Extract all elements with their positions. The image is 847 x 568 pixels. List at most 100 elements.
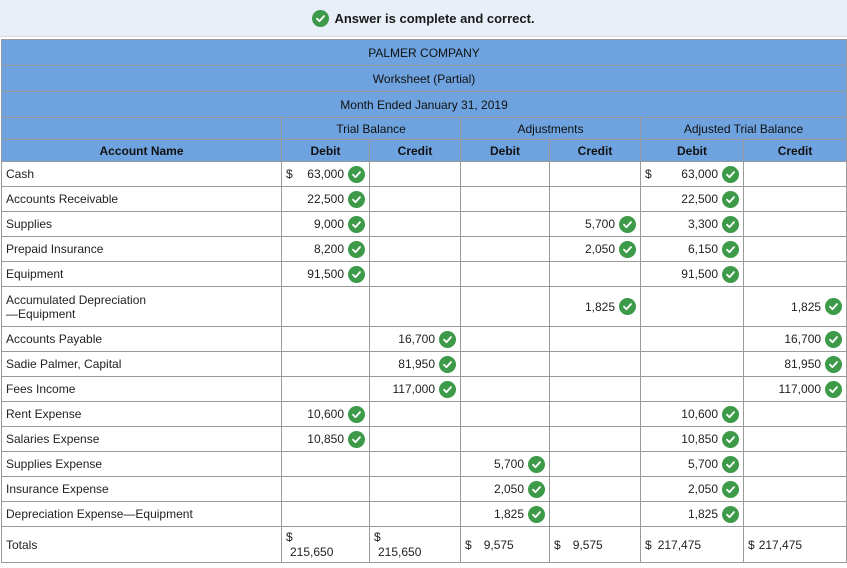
tb-credit-cell[interactable] <box>369 426 461 452</box>
adj-debit-cell[interactable]: 2,050 <box>460 476 550 502</box>
adj-debit-cell[interactable] <box>460 351 550 377</box>
tb-debit-cell[interactable] <box>281 326 370 352</box>
adj-credit-header: Credit <box>549 139 641 162</box>
tb-debit-total-cell[interactable]: $215,650 <box>281 526 370 563</box>
tb-credit-cell[interactable] <box>369 401 461 427</box>
tb-credit-cell[interactable] <box>369 161 461 187</box>
atb-credit-cell[interactable]: 117,000 <box>742 376 847 402</box>
adj-credit-cell[interactable] <box>549 351 641 377</box>
table-row: Prepaid Insurance 8,200 2,050 6,150 <box>1 236 847 262</box>
tb-debit-cell[interactable]: 9,000 <box>281 211 370 237</box>
atb-debit-cell[interactable]: 1,825 <box>640 501 744 527</box>
tb-credit-cell[interactable]: 81,950 <box>369 351 461 377</box>
tb-debit-cell[interactable] <box>281 476 370 502</box>
adj-credit-cell[interactable] <box>549 161 641 187</box>
tb-debit-cell[interactable] <box>281 451 370 477</box>
tb-debit-cell[interactable] <box>281 286 370 327</box>
atb-credit-cell[interactable] <box>742 186 847 212</box>
atb-debit-cell[interactable]: 22,500 <box>640 186 744 212</box>
atb-credit-cell[interactable] <box>742 261 847 287</box>
amount: 91,500 <box>681 267 718 281</box>
adj-debit-cell[interactable] <box>460 186 550 212</box>
atb-credit-cell[interactable] <box>742 451 847 477</box>
atb-debit-cell[interactable]: 3,300 <box>640 211 744 237</box>
tb-debit-cell[interactable]: 10,600 <box>281 401 370 427</box>
atb-credit-cell[interactable]: 81,950 <box>742 351 847 377</box>
tb-credit-cell[interactable] <box>369 476 461 502</box>
adj-debit-cell[interactable]: 5,700 <box>460 451 550 477</box>
adj-debit-total-cell[interactable]: $9,575 <box>460 526 550 563</box>
atb-debit-cell[interactable]: 2,050 <box>640 476 744 502</box>
account-name: Supplies <box>1 211 282 237</box>
tb-debit-cell[interactable]: 8,200 <box>281 236 370 262</box>
atb-debit-cell[interactable] <box>640 326 744 352</box>
atb-credit-cell[interactable] <box>742 236 847 262</box>
adj-credit-cell[interactable] <box>549 186 641 212</box>
tb-debit-cell[interactable]: $63,000 <box>281 161 370 187</box>
adj-credit-total-cell[interactable]: $9,575 <box>549 526 641 563</box>
adj-credit-cell[interactable] <box>549 501 641 527</box>
adj-credit-cell[interactable]: 1,825 <box>549 286 641 327</box>
tb-credit-cell[interactable] <box>369 286 461 327</box>
tb-credit-cell[interactable] <box>369 261 461 287</box>
adj-credit-cell[interactable] <box>549 326 641 352</box>
adj-debit-cell[interactable] <box>460 286 550 327</box>
adj-credit-cell[interactable] <box>549 476 641 502</box>
atb-credit-cell[interactable]: 1,825 <box>742 286 847 327</box>
adj-credit-cell[interactable] <box>549 426 641 452</box>
adj-credit-cell[interactable]: 2,050 <box>549 236 641 262</box>
tb-credit-cell[interactable] <box>369 236 461 262</box>
adj-debit-cell[interactable] <box>460 161 550 187</box>
account-name: Sadie Palmer, Capital <box>1 351 282 377</box>
adj-debit-cell[interactable] <box>460 326 550 352</box>
atb-debit-cell[interactable]: 91,500 <box>640 261 744 287</box>
check-circle-icon <box>619 240 636 258</box>
atb-credit-cell[interactable] <box>742 476 847 502</box>
atb-debit-cell[interactable]: $63,000 <box>640 161 744 187</box>
tb-credit-cell[interactable] <box>369 186 461 212</box>
atb-debit-total-cell[interactable]: $217,475 <box>640 526 744 563</box>
atb-debit-cell[interactable] <box>640 351 744 377</box>
tb-debit-cell[interactable] <box>281 376 370 402</box>
adj-credit-cell[interactable] <box>549 261 641 287</box>
atb-debit-cell[interactable] <box>640 286 744 327</box>
adj-credit-cell[interactable] <box>549 376 641 402</box>
tb-credit-cell[interactable] <box>369 451 461 477</box>
tb-credit-total: 215,650 <box>378 545 422 559</box>
adj-debit-cell[interactable] <box>460 426 550 452</box>
atb-credit-cell[interactable] <box>742 211 847 237</box>
atb-credit-total-cell[interactable]: $217,475 <box>742 526 847 563</box>
atb-debit-cell[interactable]: 10,600 <box>640 401 744 427</box>
tb-credit-total-cell[interactable]: $215,650 <box>369 526 461 563</box>
atb-credit-cell[interactable] <box>742 426 847 452</box>
atb-debit-cell[interactable] <box>640 376 744 402</box>
tb-credit-cell[interactable] <box>369 501 461 527</box>
adj-debit-cell[interactable] <box>460 261 550 287</box>
adj-credit-cell[interactable]: 5,700 <box>549 211 641 237</box>
dollar-sign: $ <box>465 537 472 552</box>
adj-debit-cell[interactable] <box>460 236 550 262</box>
tb-debit-cell[interactable] <box>281 351 370 377</box>
adj-debit-cell[interactable]: 1,825 <box>460 501 550 527</box>
tb-debit-cell[interactable]: 22,500 <box>281 186 370 212</box>
adj-debit-cell[interactable] <box>460 376 550 402</box>
adj-credit-cell[interactable] <box>549 451 641 477</box>
tb-credit-cell[interactable]: 117,000 <box>369 376 461 402</box>
tb-credit-cell[interactable] <box>369 211 461 237</box>
check-circle-icon <box>825 298 843 315</box>
atb-credit-cell[interactable] <box>742 401 847 427</box>
atb-debit-cell[interactable]: 5,700 <box>640 451 744 477</box>
atb-credit-cell[interactable] <box>742 501 847 527</box>
atb-debit-cell[interactable]: 6,150 <box>640 236 744 262</box>
atb-credit-cell[interactable] <box>742 161 847 187</box>
adj-debit-cell[interactable] <box>460 401 550 427</box>
atb-debit-cell[interactable]: 10,850 <box>640 426 744 452</box>
tb-debit-cell[interactable]: 91,500 <box>281 261 370 287</box>
check-circle-icon <box>348 430 365 448</box>
adj-credit-cell[interactable] <box>549 401 641 427</box>
tb-debit-cell[interactable]: 10,850 <box>281 426 370 452</box>
tb-debit-cell[interactable] <box>281 501 370 527</box>
atb-credit-cell[interactable]: 16,700 <box>742 326 847 352</box>
tb-credit-cell[interactable]: 16,700 <box>369 326 461 352</box>
adj-debit-cell[interactable] <box>460 211 550 237</box>
